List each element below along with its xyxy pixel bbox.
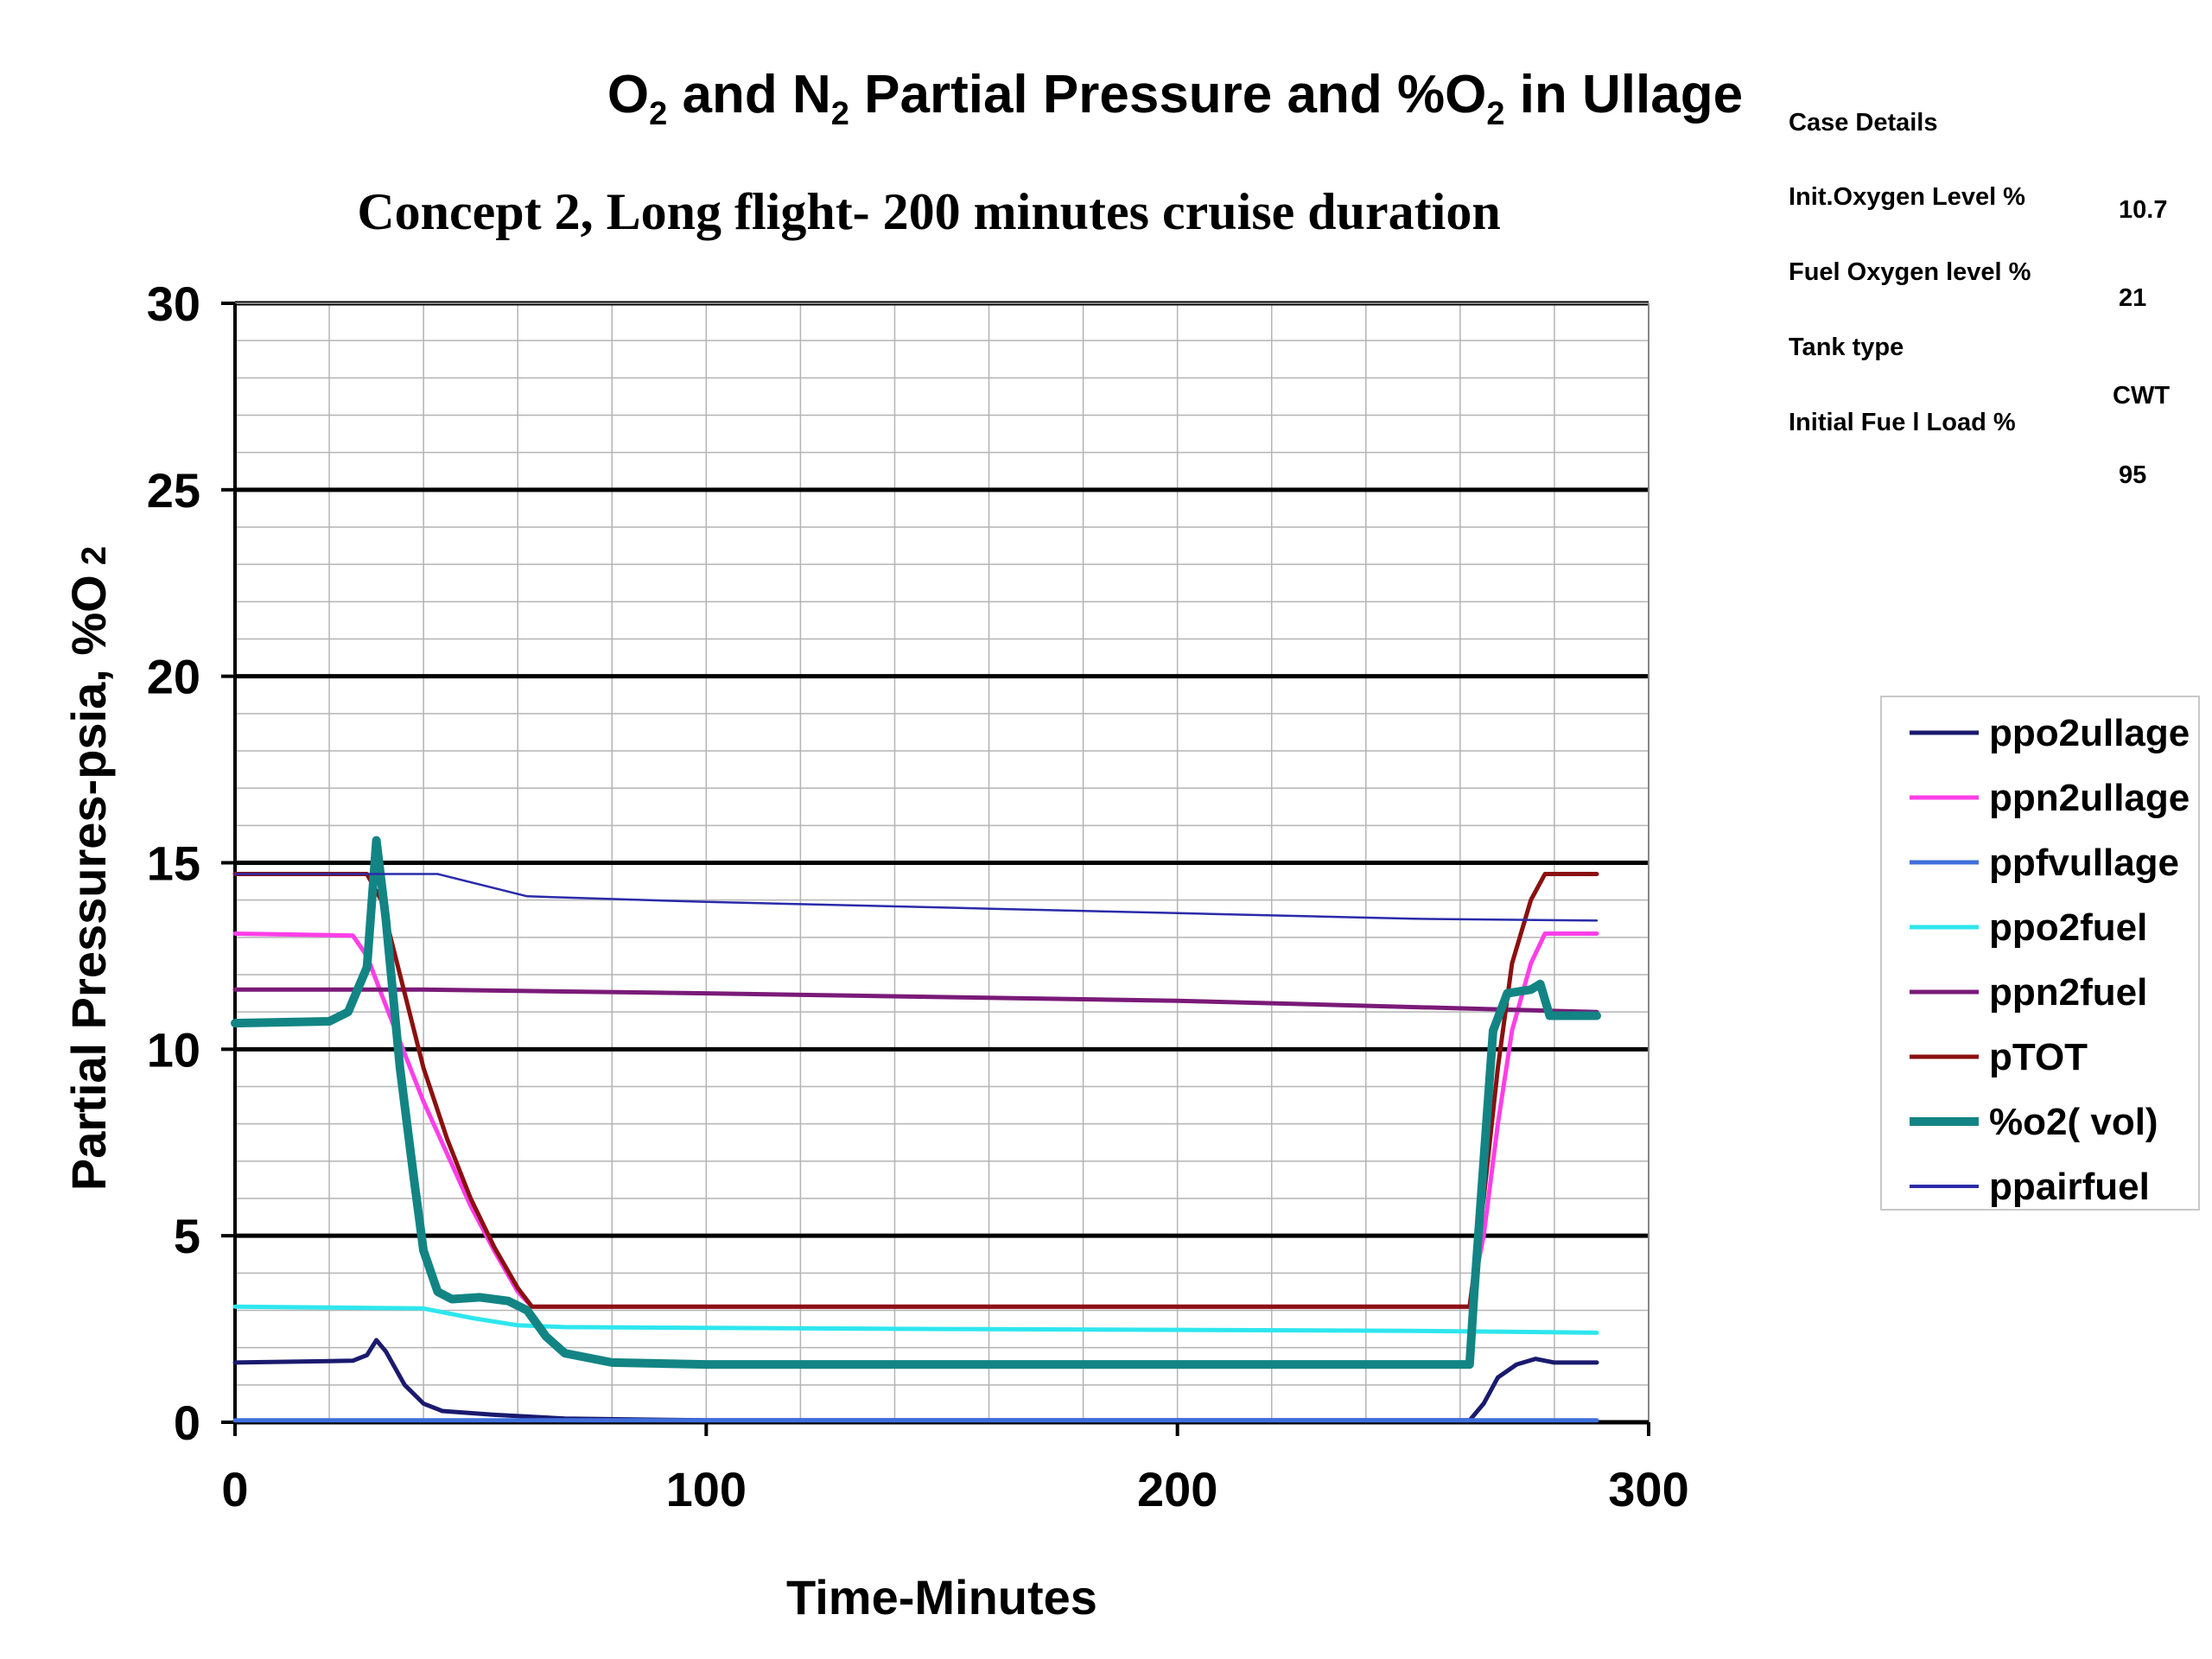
y-tick-label: 10 xyxy=(147,1022,200,1077)
series-line-ppairfuel xyxy=(233,873,1599,922)
case-detail-value-tank-type: CWT xyxy=(2113,382,2170,410)
tick-labels: 0 100 200 300 0 5 10 15 20 25 30 xyxy=(147,276,1689,1516)
case-detail-value-init-oxygen: 10.7 xyxy=(2119,196,2167,224)
case-detail-label-tank-type: Tank type xyxy=(1789,334,1904,361)
x-axis-title: Time-Minutes xyxy=(786,1570,1097,1624)
legend-label: ppo2fuel xyxy=(1989,906,2147,949)
case-details-panel: Case Details Init.Oxygen Level % 10.7 Fu… xyxy=(1789,109,2170,489)
series-line-ptot xyxy=(232,872,1599,1309)
y-tick-label: 20 xyxy=(147,650,200,704)
legend-label: ppn2fuel xyxy=(1989,971,2147,1014)
y-tick-label: 0 xyxy=(174,1395,200,1450)
chart-title: O2 and N2 Partial Pressure and %O2 in Ul… xyxy=(607,65,1743,132)
legend: ppo2ullage ppn2ullage ppfvullage ppo2fuel pp… xyxy=(1880,696,2200,1211)
x-tick-label: 0 xyxy=(221,1462,248,1516)
chart-subtitle: Concept 2, Long flight- 200 minutes crui… xyxy=(357,183,1500,240)
plot-axes xyxy=(221,302,1650,1436)
legend-label: ppfvullage xyxy=(1989,842,2179,884)
y-tick-label: 30 xyxy=(147,276,200,331)
series-line--o2-vol- xyxy=(231,836,1601,1370)
legend-label: pTOT xyxy=(1989,1036,2088,1078)
major-gridlines xyxy=(235,301,1649,1238)
case-detail-label-fuel-oxygen: Fuel Oxygen level % xyxy=(1789,258,2031,286)
x-tick-label: 300 xyxy=(1608,1462,1688,1516)
y-axis-title: Partial Pressures-psia, %O 2 xyxy=(61,546,116,1191)
case-detail-label-init-oxygen: Init.Oxygen Level % xyxy=(1789,183,2025,211)
legend-label: %o2( vol) xyxy=(1989,1101,2158,1143)
case-details-heading: Case Details xyxy=(1789,109,1938,137)
series-line-ppo2ullage xyxy=(232,1338,1599,1423)
case-detail-value-fuel-load: 95 xyxy=(2119,461,2146,489)
x-tick-label: 200 xyxy=(1137,1462,1217,1516)
x-tick-label: 100 xyxy=(666,1462,747,1516)
series-layer xyxy=(231,836,1601,1423)
case-detail-label-fuel-load: Initial Fue l Load % xyxy=(1789,409,2016,436)
y-tick-label: 25 xyxy=(147,463,200,518)
series-line-ppn2fuel xyxy=(232,987,1599,1014)
case-detail-value-fuel-oxygen: 21 xyxy=(2119,284,2146,312)
legend-label: ppo2ullage xyxy=(1989,712,2190,754)
legend-label: ppairfuel xyxy=(1989,1166,2150,1208)
y-tick-label: 15 xyxy=(147,836,200,891)
legend-label: ppn2ullage xyxy=(1989,777,2190,819)
y-tick-label: 5 xyxy=(174,1209,200,1263)
